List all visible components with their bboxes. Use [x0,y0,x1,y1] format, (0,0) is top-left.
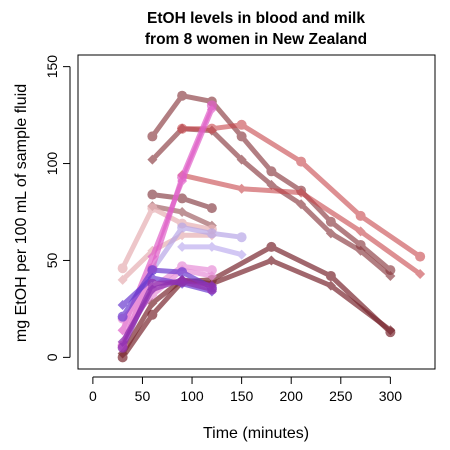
y-axis: 0 50 100 150 [44,55,71,361]
series-line [120,258,393,356]
data-point [147,189,158,200]
data-point [325,280,336,291]
x-tick-label: 50 [135,388,151,404]
data-point [117,300,128,311]
data-point [177,222,188,233]
data-point [117,274,128,285]
x-tick-label: 200 [280,388,304,404]
data-point [385,325,396,336]
data-point [296,156,307,167]
data-point [177,90,188,101]
chart-title-line-1: EtOH levels in blood and milk [147,10,365,27]
data-point [236,232,247,243]
data-point [266,255,277,266]
data-point [206,104,217,115]
data-point [325,216,336,227]
data-point [266,241,277,252]
series-7 [147,189,217,214]
series-line [149,225,245,273]
data-point [117,311,128,322]
series-line [120,263,215,322]
series-5 [177,119,426,262]
data-point [177,241,188,252]
y-tick-label: 150 [44,55,60,79]
data-point [206,280,217,291]
data-point [236,119,247,130]
series-layer [117,90,426,363]
x-axis: 0 50 100 150 200 250 300 [89,376,403,404]
data-point [236,154,247,165]
data-point [206,123,217,134]
data-point [206,270,217,281]
series-11 [147,222,247,276]
data-point [385,270,396,281]
y-axis-label: mg EtOH per 100 mL of sample fluid [13,84,30,342]
data-point [117,263,128,274]
data-point [355,210,366,221]
data-point [206,203,217,214]
data-point [415,269,426,280]
data-point [117,342,128,353]
x-axis-label: Time (minutes) [203,425,309,442]
data-point [325,270,336,281]
data-point [177,207,188,217]
data-point [355,245,366,256]
data-point [117,336,128,347]
data-point [325,228,336,239]
data-point [415,251,426,262]
series-20 [117,274,217,347]
data-point [147,131,158,142]
data-point [206,265,217,276]
data-point [355,226,366,237]
series-line [120,277,215,345]
data-point [177,193,188,204]
y-tick-label: 50 [44,252,60,268]
data-point [206,228,217,239]
series-line [120,232,215,283]
data-point [147,265,158,276]
data-point [296,187,307,198]
chart-title-line-2: from 8 women in New Zealand [145,31,367,48]
data-point [266,179,277,190]
x-tick-label: 250 [329,388,353,404]
data-point [177,123,188,134]
data-point [177,274,188,285]
x-tick-label: 300 [379,388,403,404]
data-point [177,267,188,278]
data-point [177,175,188,186]
data-point [266,166,277,177]
y-tick-label: 0 [44,353,60,361]
x-tick-label: 100 [180,388,204,404]
data-point [147,251,158,262]
plot-frame [77,54,436,370]
data-point [147,203,158,214]
y-tick-label: 100 [44,152,60,176]
x-tick-label: 0 [89,388,97,404]
data-point [206,241,217,252]
series-12 [177,241,247,260]
data-point [236,183,247,194]
data-point [296,199,307,210]
data-point [236,249,247,260]
data-point [236,131,247,142]
x-tick-label: 150 [230,388,254,404]
data-point [147,154,158,165]
data-point [147,284,158,295]
